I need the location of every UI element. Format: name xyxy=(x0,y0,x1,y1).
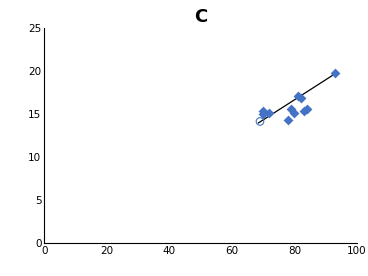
Point xyxy=(266,111,272,115)
Point xyxy=(298,96,304,100)
Point xyxy=(304,106,310,111)
Point xyxy=(332,71,338,75)
Title: C: C xyxy=(194,8,207,26)
Point xyxy=(294,94,300,99)
Point xyxy=(291,111,297,115)
Point xyxy=(260,112,266,116)
Point xyxy=(260,109,266,113)
Point xyxy=(301,109,307,113)
Point xyxy=(285,118,291,122)
Point xyxy=(257,119,263,124)
Point xyxy=(288,107,294,112)
